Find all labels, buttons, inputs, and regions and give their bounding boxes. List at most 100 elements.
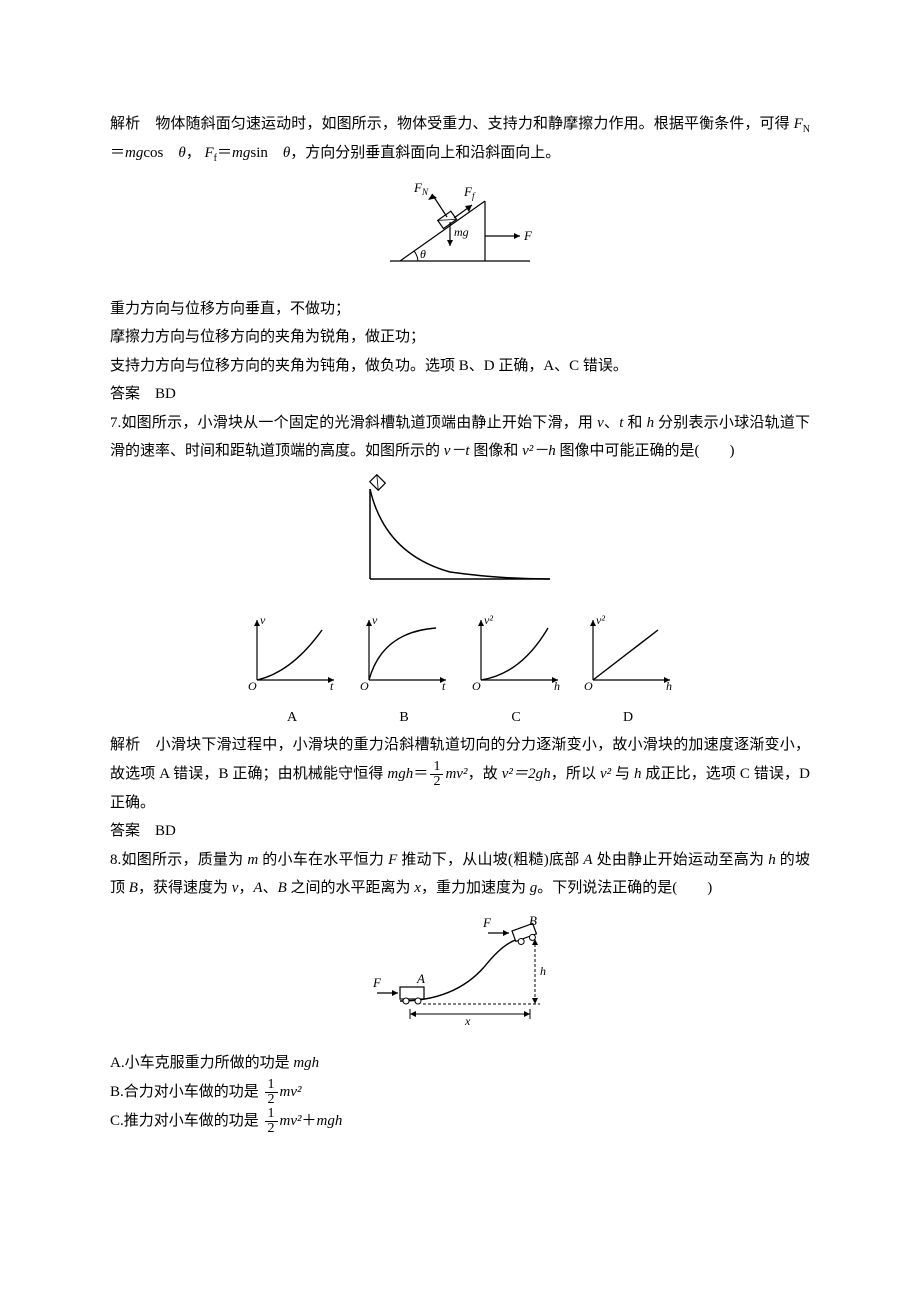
fn-sub: N	[803, 124, 810, 135]
svg-text:t: t	[442, 679, 446, 692]
label-c: C	[466, 705, 566, 732]
p3: 图像和	[470, 443, 523, 459]
q7-graphs: v t O A v t O B v² h O C	[110, 612, 810, 731]
label-b: B	[354, 705, 454, 732]
ff: F	[205, 145, 214, 161]
q7-explain: 解析 小滑块下滑过程中，小滑块的重力沿斜槽轨道切向的分力逐渐变小，故小滑块的加速…	[110, 731, 810, 817]
t: 7.如图所示，小滑块从一个固定的光滑斜槽轨道顶端由静止开始下滑，用	[110, 415, 597, 431]
svg-text:FN: FN	[413, 180, 429, 197]
p8: 、	[263, 880, 278, 896]
label-d: D	[578, 705, 678, 732]
t: 8.如图所示，质量为	[110, 852, 247, 868]
p4: 处由静止开始运动至高为	[593, 852, 769, 868]
frac: 12	[265, 1107, 278, 1136]
svg-text:v²: v²	[596, 613, 605, 627]
svg-text:B: B	[529, 913, 537, 928]
p10: ，重力加速度为	[421, 880, 530, 896]
ff-sub-label: f	[472, 191, 476, 201]
and: 和	[623, 415, 646, 431]
q6-line1: 重力方向与位移方向垂直，不做功；	[110, 295, 810, 324]
F: F	[388, 852, 397, 868]
v2: mgh	[317, 1113, 343, 1129]
p9: 之间的水平距离为	[287, 880, 415, 896]
mg2: mg	[232, 145, 250, 161]
p2: 的小车在水平恒力	[258, 852, 388, 868]
plus: ＋	[302, 1113, 317, 1129]
svg-text:v²: v²	[484, 613, 493, 627]
svg-text:A: A	[416, 971, 425, 986]
p4: 图像中可能正确的是( )	[556, 443, 735, 459]
q7-track-diagram	[110, 474, 810, 605]
theta-label: θ	[420, 247, 426, 261]
q7-answer: 答案 BD	[110, 817, 810, 846]
end: ，方向分别垂直斜面向上和沿斜面向上。	[290, 145, 560, 161]
svg-text:x: x	[464, 1014, 471, 1028]
v2: v²	[600, 766, 611, 782]
q6-answer: 答案 BD	[110, 380, 810, 409]
vt: v－t	[444, 443, 470, 459]
svg-text:Ff: Ff	[463, 184, 476, 201]
v2h: v²－h	[522, 443, 556, 459]
m: m	[247, 852, 258, 868]
p7: ，	[238, 880, 253, 896]
svg-text:v: v	[372, 613, 378, 627]
v: mgh	[293, 1055, 319, 1071]
q6-explain-intro: 解析 物体随斜面匀速运动时，如图所示，物体受重力、支持力和静摩擦力作用。根据平衡…	[110, 110, 810, 168]
svg-text:O: O	[248, 679, 257, 692]
t: A.小车克服重力所做的功是	[110, 1055, 293, 1071]
lhs: mgh	[387, 766, 413, 782]
v1: mv²	[280, 1113, 302, 1129]
q8-slope-diagram: F A F B h x	[110, 911, 810, 1042]
sep: ，	[186, 145, 201, 161]
frac: 12	[430, 760, 443, 789]
fn-sub-label: N	[421, 187, 429, 197]
eq: ＝	[413, 766, 428, 782]
svg-text:F: F	[482, 915, 492, 930]
text: 解析 物体随斜面匀速运动时，如图所示，物体受重力、支持力和静摩擦力作用。根据平衡…	[110, 116, 794, 132]
cos: cos	[143, 145, 178, 161]
graph-d: v² h O D	[578, 612, 678, 731]
frac: 12	[265, 1078, 278, 1107]
svg-text:h: h	[540, 964, 546, 978]
v: v	[597, 415, 604, 431]
q7-stem: 7.如图所示，小滑块从一个固定的光滑斜槽轨道顶端由静止开始下滑，用 v、t 和 …	[110, 409, 810, 466]
svg-text:F: F	[372, 975, 382, 990]
B: B	[129, 880, 138, 896]
q8-opt-a: A.小车克服重力所做的功是 mgh	[110, 1049, 810, 1078]
fn: F	[794, 116, 803, 132]
eq2: ＝	[217, 145, 232, 161]
svg-text:O: O	[472, 679, 481, 692]
q6-line2: 摩擦力方向与位移方向的夹角为锐角，做正功；	[110, 323, 810, 352]
q8-opt-c: C.推力对小车做的功是 12mv²＋mgh	[110, 1107, 810, 1136]
rhs: mv²	[445, 766, 467, 782]
graph-c: v² h O C	[466, 612, 566, 731]
svg-text:v: v	[260, 613, 266, 627]
sin: sin	[250, 145, 283, 161]
c: 、	[604, 415, 619, 431]
p4: 与	[611, 766, 634, 782]
A2: A	[253, 880, 262, 896]
graph-b: v t O B	[354, 612, 454, 731]
svg-text:t: t	[330, 679, 334, 692]
label-a: A	[242, 705, 342, 732]
x: x	[414, 880, 421, 896]
p2: ，故	[467, 766, 501, 782]
mg-label: mg	[454, 225, 469, 239]
p3: ，所以	[551, 766, 600, 782]
theta: θ	[178, 145, 185, 161]
svg-text:O: O	[360, 679, 369, 692]
q8-stem: 8.如图所示，质量为 m 的小车在水平恒力 F 推动下，从山坡(粗糙)底部 A …	[110, 846, 810, 903]
A: A	[583, 852, 592, 868]
svg-text:h: h	[666, 679, 672, 692]
eq2: v²＝2gh	[502, 766, 551, 782]
q6-incline-diagram: θ FN Ff mg F	[110, 176, 810, 287]
graph-a: v t O A	[242, 612, 342, 731]
v: mv²	[280, 1084, 302, 1100]
t: C.推力对小车做的功是	[110, 1113, 263, 1129]
h: h	[647, 415, 655, 431]
svg-text:h: h	[554, 679, 560, 692]
h: h	[768, 852, 776, 868]
p11: 。下列说法正确的是( )	[537, 880, 712, 896]
p6: ，获得速度为	[138, 880, 232, 896]
f-label: F	[523, 228, 533, 243]
